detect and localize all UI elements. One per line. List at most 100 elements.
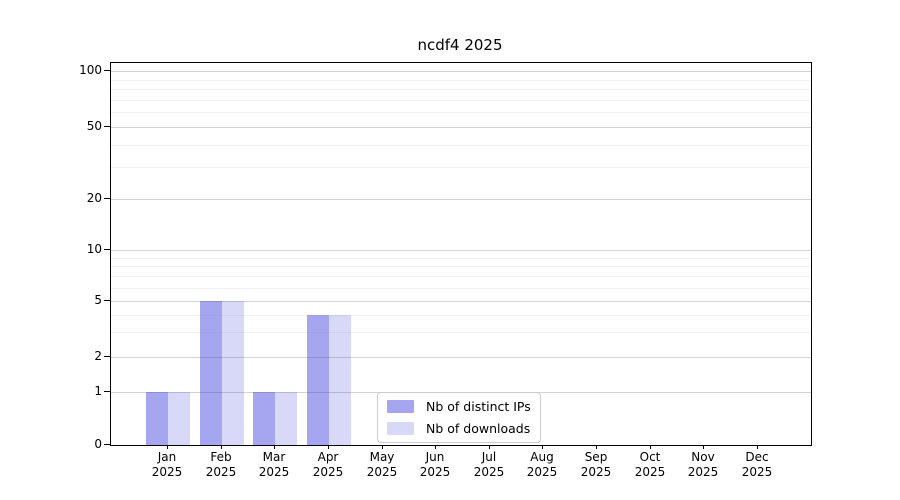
- x-tick-month: Aug: [530, 450, 554, 464]
- x-tick-label-oct: Oct 2025: [620, 450, 680, 480]
- x-tick-label-feb: Feb 2025: [191, 450, 251, 480]
- y-gridline-minor-4: [111, 315, 811, 316]
- bar-feb-downloads: [221, 301, 244, 445]
- x-tick-month: Feb: [210, 450, 232, 464]
- legend-row-downloads: Nb of downloads: [387, 421, 531, 436]
- y-gridline-minor-8: [111, 266, 811, 267]
- x-tick-month: Mar: [262, 450, 286, 464]
- bar-feb-distinct-ips: [199, 301, 222, 445]
- legend-label-distinct-ips: Nb of distinct IPs: [426, 399, 531, 414]
- legend-swatch-downloads: [387, 422, 414, 435]
- x-tick-year: 2025: [366, 465, 398, 479]
- x-tick-year: 2025: [258, 465, 290, 479]
- y-gridline-minor-70: [111, 100, 811, 101]
- x-tick-label-jun: Jun 2025: [405, 450, 465, 480]
- x-tick-year: 2025: [151, 465, 183, 479]
- y-tick-mark-50: [104, 126, 110, 127]
- y-gridline-minor-9: [111, 258, 811, 259]
- y-gridline-major-20: [111, 199, 811, 200]
- y-tick-mark-2: [104, 356, 110, 357]
- x-tick-mark-dec: [757, 445, 758, 449]
- y-gridline-major-5: [111, 301, 811, 302]
- x-tick-label-jan: Jan 2025: [137, 450, 197, 480]
- x-tick-month: Apr: [317, 450, 339, 464]
- x-tick-year: 2025: [580, 465, 612, 479]
- y-tick-label-1: 1: [94, 384, 102, 398]
- y-tick-label-5: 5: [94, 293, 102, 307]
- x-tick-year: 2025: [687, 465, 719, 479]
- x-tick-mark-jan: [167, 445, 168, 449]
- y-gridline-minor-90: [111, 80, 811, 81]
- x-tick-year: 2025: [526, 465, 558, 479]
- x-tick-mark-sep: [596, 445, 597, 449]
- x-tick-month: Oct: [639, 450, 661, 464]
- x-tick-month: May: [369, 450, 395, 464]
- x-tick-label-mar: Mar 2025: [244, 450, 304, 480]
- x-tick-year: 2025: [419, 465, 451, 479]
- y-gridline-major-10: [111, 250, 811, 251]
- x-tick-month: Jan: [157, 450, 177, 464]
- y-gridline-major-50: [111, 127, 811, 128]
- x-tick-mark-apr: [328, 445, 329, 449]
- x-tick-year: 2025: [473, 465, 505, 479]
- legend: Nb of distinct IPs Nb of downloads: [377, 392, 541, 443]
- y-tick-mark-0: [104, 444, 110, 445]
- y-gridline-minor-6: [111, 288, 811, 289]
- y-tick-label-0: 0: [94, 437, 102, 451]
- bar-jan-distinct-ips: [146, 392, 168, 445]
- x-tick-month: Jun: [425, 450, 445, 464]
- y-gridline-major-2: [111, 357, 811, 358]
- x-tick-label-nov: Nov 2025: [673, 450, 733, 480]
- y-tick-label-10: 10: [86, 242, 102, 256]
- y-tick-mark-1: [104, 391, 110, 392]
- y-gridline-minor-7: [111, 276, 811, 277]
- bar-apr-distinct-ips: [306, 314, 329, 445]
- plot-area: [110, 62, 812, 446]
- x-tick-month: Jul: [481, 450, 497, 464]
- y-tick-mark-10: [104, 249, 110, 250]
- x-tick-year: 2025: [741, 465, 773, 479]
- y-gridline-major-100: [111, 71, 811, 72]
- x-tick-mark-feb: [221, 445, 222, 449]
- y-tick-label-50: 50: [86, 119, 102, 133]
- chart-title: ncdf4 2025: [417, 36, 503, 54]
- x-tick-mark-aug: [542, 445, 543, 449]
- y-gridline-minor-40: [111, 145, 811, 146]
- x-tick-month: Dec: [745, 450, 769, 464]
- x-tick-label-apr: Apr 2025: [298, 450, 358, 480]
- x-tick-label-dec: Dec 2025: [727, 450, 787, 480]
- x-tick-month: Sep: [584, 450, 608, 464]
- bar-apr-downloads: [328, 314, 351, 445]
- bar-mar-downloads: [275, 392, 298, 445]
- bar-mar-distinct-ips: [253, 392, 276, 445]
- legend-label-downloads: Nb of downloads: [426, 421, 531, 436]
- y-gridline-minor-30: [111, 167, 811, 168]
- x-tick-year: 2025: [312, 465, 344, 479]
- x-tick-mark-nov: [703, 445, 704, 449]
- y-gridline-minor-3: [111, 332, 811, 333]
- legend-row-distinct-ips: Nb of distinct IPs: [387, 399, 531, 414]
- x-tick-mark-may: [382, 445, 383, 449]
- x-tick-label-jul: Jul 2025: [459, 450, 519, 480]
- x-tick-mark-jul: [489, 445, 490, 449]
- x-tick-mark-oct: [650, 445, 651, 449]
- x-tick-year: 2025: [634, 465, 666, 479]
- y-tick-label-2: 2: [94, 349, 102, 363]
- x-tick-mark-jun: [435, 445, 436, 449]
- y-gridline-minor-80: [111, 89, 811, 90]
- x-tick-label-aug: Aug 2025: [512, 450, 572, 480]
- x-tick-year: 2025: [205, 465, 237, 479]
- x-tick-mark-mar: [274, 445, 275, 449]
- y-tick-mark-20: [104, 198, 110, 199]
- y-gridline-minor-60: [111, 112, 811, 113]
- x-tick-month: Nov: [691, 450, 715, 464]
- legend-swatch-distinct-ips: [387, 400, 414, 413]
- y-tick-mark-100: [104, 70, 110, 71]
- y-tick-label-20: 20: [86, 191, 102, 205]
- y-tick-label-100: 100: [79, 63, 102, 77]
- x-tick-label-sep: Sep 2025: [566, 450, 626, 480]
- bar-jan-downloads: [168, 392, 190, 445]
- x-tick-label-may: May 2025: [352, 450, 412, 480]
- y-tick-mark-5: [104, 300, 110, 301]
